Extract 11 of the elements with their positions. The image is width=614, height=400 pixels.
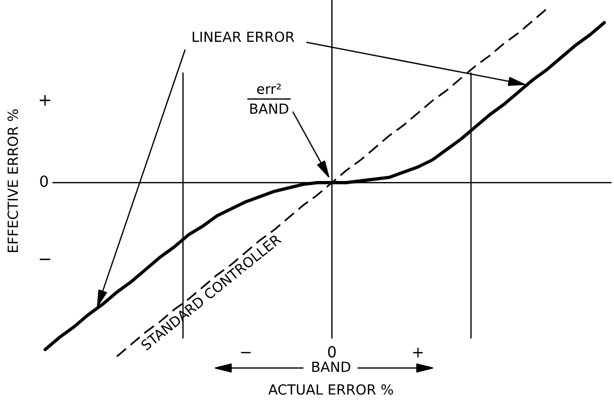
text: + bbox=[40, 95, 50, 106]
ref-line-label: 0 bbox=[40, 175, 48, 188]
x-tick-label: − bbox=[241, 352, 251, 354]
x-tick-label: + bbox=[413, 348, 423, 358]
y-axis-title: EFFECTIVE ERROR % bbox=[8, 109, 18, 252]
annotation: err² BAND bbox=[250, 84, 288, 114]
text: BAND bbox=[312, 362, 350, 372]
text: − bbox=[40, 258, 50, 260]
annotation: LINEAR ERROR bbox=[192, 32, 294, 42]
x-axis-title: ACTUAL ERROR % bbox=[268, 384, 393, 395]
x-tick-label: 0 bbox=[328, 346, 336, 358]
